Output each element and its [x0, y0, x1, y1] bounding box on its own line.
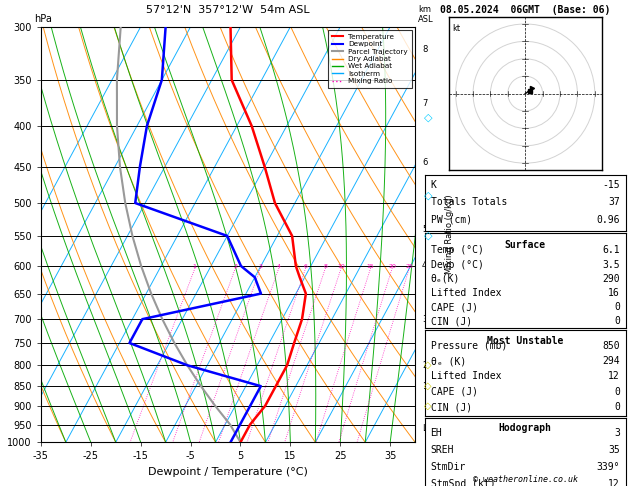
Text: ◇: ◇: [423, 231, 432, 241]
Text: K: K: [431, 180, 437, 190]
Text: LCL: LCL: [422, 424, 437, 433]
Text: 339°: 339°: [596, 462, 620, 472]
Text: km
ASL: km ASL: [418, 5, 434, 24]
Text: Hodograph: Hodograph: [499, 423, 552, 433]
Text: 08.05.2024  06GMT  (Base: 06): 08.05.2024 06GMT (Base: 06): [440, 5, 610, 15]
Text: 6: 6: [304, 264, 308, 269]
Text: 0: 0: [614, 316, 620, 327]
Text: ◇: ◇: [424, 360, 431, 370]
Text: 3: 3: [614, 428, 620, 438]
Text: 2: 2: [422, 361, 427, 370]
Text: 12: 12: [608, 479, 620, 486]
Legend: Temperature, Dewpoint, Parcel Trajectory, Dry Adiabat, Wet Adiabat, Isotherm, Mi: Temperature, Dewpoint, Parcel Trajectory…: [328, 30, 411, 88]
Text: ◇: ◇: [423, 112, 432, 122]
Text: 3.5: 3.5: [602, 260, 620, 270]
Text: kt: kt: [452, 24, 460, 33]
Text: θₑ (K): θₑ (K): [431, 356, 466, 366]
Text: 8: 8: [422, 45, 428, 53]
Text: Most Unstable: Most Unstable: [487, 336, 564, 347]
Text: 850: 850: [602, 341, 620, 351]
Text: Dewp (°C): Dewp (°C): [431, 260, 484, 270]
Text: 0: 0: [614, 387, 620, 397]
Text: 0: 0: [614, 402, 620, 412]
Text: hPa: hPa: [35, 14, 52, 24]
Text: 12: 12: [608, 371, 620, 382]
Text: Lifted Index: Lifted Index: [431, 371, 501, 382]
Text: 8: 8: [323, 264, 327, 269]
Text: 4: 4: [277, 264, 281, 269]
Text: 2: 2: [233, 264, 237, 269]
Text: CAPE (J): CAPE (J): [431, 387, 477, 397]
Text: © weatheronline.co.uk: © weatheronline.co.uk: [473, 474, 577, 484]
Text: ◇: ◇: [424, 401, 431, 411]
Text: EH: EH: [431, 428, 442, 438]
Text: 35: 35: [608, 445, 620, 455]
Text: PW (cm): PW (cm): [431, 215, 472, 225]
Text: CAPE (J): CAPE (J): [431, 302, 477, 312]
Text: 15: 15: [367, 264, 374, 269]
Text: SREH: SREH: [431, 445, 454, 455]
Text: 10: 10: [337, 264, 345, 269]
Text: ◇: ◇: [424, 381, 431, 391]
Text: Mixing Ratio (g/kg): Mixing Ratio (g/kg): [445, 195, 454, 274]
Text: 6.1: 6.1: [602, 245, 620, 255]
Text: Temp (°C): Temp (°C): [431, 245, 484, 255]
Text: CIN (J): CIN (J): [431, 316, 472, 327]
Text: 20: 20: [388, 264, 396, 269]
Text: 1: 1: [422, 382, 427, 391]
Text: StmDir: StmDir: [431, 462, 466, 472]
Text: 6: 6: [422, 158, 428, 167]
Text: θₑ(K): θₑ(K): [431, 274, 460, 284]
Text: 0: 0: [614, 302, 620, 312]
Text: 25: 25: [405, 264, 413, 269]
Text: Surface: Surface: [504, 240, 546, 250]
Text: 1: 1: [192, 264, 197, 269]
Text: 5: 5: [422, 225, 427, 234]
Text: 290: 290: [602, 274, 620, 284]
Text: 7: 7: [422, 99, 428, 108]
Text: Pressure (mb): Pressure (mb): [431, 341, 507, 351]
Text: ◇: ◇: [423, 191, 432, 201]
X-axis label: Dewpoint / Temperature (°C): Dewpoint / Temperature (°C): [148, 467, 308, 477]
Text: Totals Totals: Totals Totals: [431, 197, 507, 208]
Text: 57°12'N  357°12'W  54m ASL: 57°12'N 357°12'W 54m ASL: [146, 4, 310, 15]
Text: 37: 37: [608, 197, 620, 208]
Text: CIN (J): CIN (J): [431, 402, 472, 412]
Text: 4: 4: [422, 261, 427, 270]
Text: -15: -15: [602, 180, 620, 190]
Text: Lifted Index: Lifted Index: [431, 288, 501, 298]
Text: StmSpd (kt): StmSpd (kt): [431, 479, 495, 486]
Text: 3: 3: [422, 314, 428, 324]
Text: 294: 294: [602, 356, 620, 366]
Text: 0.96: 0.96: [596, 215, 620, 225]
Text: 16: 16: [608, 288, 620, 298]
Text: 3: 3: [258, 264, 262, 269]
